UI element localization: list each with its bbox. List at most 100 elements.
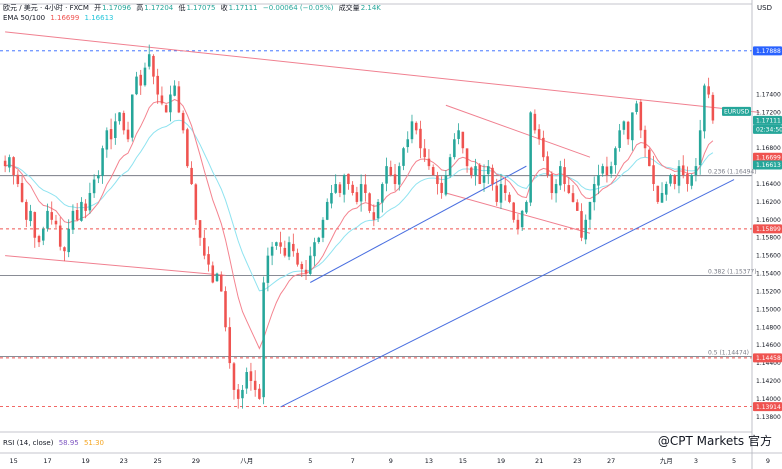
candle-body bbox=[359, 184, 363, 202]
candle-body bbox=[605, 166, 609, 176]
candle-body bbox=[660, 192, 664, 203]
x-tick-label: 17 bbox=[43, 457, 51, 465]
candle-body bbox=[198, 220, 202, 238]
trend-line bbox=[445, 104, 591, 158]
price-tag-label: 1.17111 bbox=[756, 118, 781, 125]
y-tick-label: 1.15000 bbox=[756, 306, 781, 313]
candle-body bbox=[381, 184, 384, 203]
candle-body bbox=[190, 167, 193, 185]
candle-body bbox=[614, 148, 617, 166]
candle-body bbox=[342, 175, 346, 195]
candle-body bbox=[554, 184, 558, 194]
candle-body bbox=[334, 184, 337, 193]
candle-body bbox=[711, 94, 715, 121]
candle-body bbox=[118, 112, 121, 122]
candle-body bbox=[427, 158, 431, 167]
candle-body bbox=[503, 185, 507, 193]
candle-body bbox=[508, 194, 511, 202]
candle-body bbox=[537, 129, 541, 140]
x-tick-label: 九月 bbox=[660, 456, 673, 465]
candle-body bbox=[232, 363, 236, 390]
price-tag-box bbox=[753, 115, 782, 125]
trend-line bbox=[445, 192, 591, 234]
candle-body bbox=[478, 164, 482, 185]
candle-body bbox=[215, 273, 219, 282]
candle-body bbox=[393, 174, 397, 185]
candle-body bbox=[109, 129, 113, 140]
candle-body bbox=[580, 211, 583, 238]
x-tick-label: 27 bbox=[607, 457, 615, 465]
currency-label: USD bbox=[757, 4, 772, 12]
candle-body bbox=[631, 112, 634, 141]
x-tick-label: 23 bbox=[573, 457, 581, 465]
candle-body bbox=[571, 193, 575, 202]
candle-body bbox=[368, 193, 371, 211]
x-tick-label: 9 bbox=[766, 457, 770, 465]
price-tag-box bbox=[753, 46, 782, 56]
low-label: 低 bbox=[178, 4, 186, 12]
x-tick-label: 19 bbox=[82, 457, 90, 465]
price-tag-box bbox=[753, 224, 782, 234]
candle-body bbox=[525, 201, 528, 213]
candle-body bbox=[690, 175, 693, 186]
candle-body bbox=[287, 242, 291, 257]
price-tag-label: 1.16699 bbox=[756, 154, 781, 161]
candle-body bbox=[474, 166, 477, 176]
candle-body bbox=[122, 112, 126, 131]
candle-body bbox=[105, 130, 109, 150]
y-tick-label: 1.16000 bbox=[756, 217, 781, 224]
candle-body bbox=[364, 184, 367, 193]
candle-body bbox=[253, 380, 257, 390]
y-tick-label: 1.15600 bbox=[756, 253, 781, 260]
candle-body bbox=[626, 121, 630, 140]
price-tag-box bbox=[753, 124, 782, 134]
candle-body bbox=[465, 148, 469, 167]
price-tag-label: 02:34:50 bbox=[756, 127, 782, 134]
price-tag-label: 1.14458 bbox=[756, 355, 781, 362]
candle-body bbox=[292, 243, 295, 252]
price-tag-box bbox=[753, 353, 782, 363]
y-tick-label: 1.15400 bbox=[756, 271, 781, 278]
candle-body bbox=[97, 175, 100, 179]
candle-body bbox=[325, 201, 329, 220]
candle-body bbox=[669, 175, 672, 184]
x-tick-label: 15 bbox=[459, 457, 467, 465]
low-value: 1.17075 bbox=[186, 4, 216, 12]
trend-line bbox=[5, 31, 760, 113]
volume-value: 2.14K bbox=[360, 4, 381, 12]
x-tick-label: 29 bbox=[192, 457, 200, 465]
candle-body bbox=[37, 236, 41, 243]
candle-body bbox=[266, 255, 270, 283]
candle-body bbox=[681, 165, 685, 176]
candle-body bbox=[707, 86, 710, 95]
y-tick-label: 1.15200 bbox=[756, 288, 781, 295]
candle-body bbox=[33, 212, 37, 238]
price-tag-label: 1.13914 bbox=[756, 404, 781, 411]
candle-body bbox=[16, 174, 20, 185]
candle-body bbox=[126, 129, 130, 140]
candle-body bbox=[664, 184, 668, 195]
candle-body bbox=[139, 74, 143, 86]
candle-body bbox=[283, 247, 287, 256]
candle-body bbox=[54, 220, 58, 225]
candle-body bbox=[194, 184, 198, 220]
ema-label: EMA 50/100 bbox=[3, 14, 46, 22]
candle-body bbox=[71, 210, 75, 230]
candle-body bbox=[431, 167, 435, 176]
volume-label: 成交量 bbox=[338, 4, 360, 12]
x-tick-label: 八月 bbox=[240, 457, 253, 465]
candle-body bbox=[499, 184, 503, 203]
y-tick-label: 1.14800 bbox=[756, 324, 781, 331]
candle-body bbox=[8, 157, 11, 168]
candle-body bbox=[575, 202, 579, 211]
candle-body bbox=[46, 210, 49, 229]
candle-body bbox=[376, 201, 380, 219]
candle-body bbox=[249, 371, 253, 381]
candle-body bbox=[67, 228, 70, 253]
y-tick-label: 1.15800 bbox=[756, 235, 781, 242]
candle-body bbox=[338, 184, 342, 193]
candle-body bbox=[169, 94, 172, 113]
candle-body bbox=[703, 85, 706, 132]
candle-body bbox=[448, 157, 452, 176]
